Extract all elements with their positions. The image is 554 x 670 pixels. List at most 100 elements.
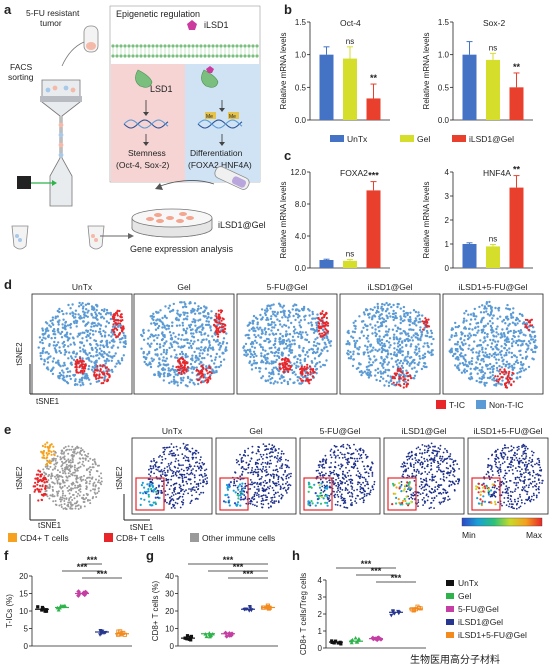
cell-point (449, 351, 452, 354)
cell-point (41, 444, 45, 448)
cell-point (363, 313, 366, 316)
cell-point (348, 478, 351, 481)
cell-point (179, 495, 182, 498)
cell-point (505, 371, 508, 374)
cell-point (363, 370, 367, 373)
cell-point (184, 356, 187, 359)
cell-point (495, 353, 498, 357)
cell-point (339, 451, 342, 454)
cell-point (365, 480, 367, 482)
cell-point (111, 346, 114, 349)
cell-point (191, 354, 194, 357)
cell-point (270, 500, 272, 503)
cell-point (163, 371, 166, 375)
cell-point (289, 484, 292, 487)
cell-point (160, 469, 163, 471)
cell-point (79, 488, 82, 491)
cell-point (77, 508, 80, 510)
cell-point (497, 370, 501, 373)
cell-point (524, 356, 528, 359)
cell-point (356, 460, 359, 463)
cell-point (251, 469, 253, 472)
cell-point (70, 487, 73, 490)
cell-point (74, 360, 77, 363)
cell-point (171, 365, 175, 368)
cell-point (374, 348, 377, 351)
cell-point (187, 457, 190, 459)
cell-point (279, 467, 281, 469)
cell-point (343, 453, 346, 456)
cell-point (394, 360, 398, 363)
cell-point (155, 310, 158, 314)
cell-point (47, 452, 51, 455)
stemness-label: Stemness (128, 148, 166, 158)
cell-point (359, 363, 362, 366)
cell-point (532, 358, 535, 361)
cell-point (337, 475, 339, 478)
cell-point (385, 301, 388, 305)
gel-tube-icon (214, 166, 250, 190)
cell-point (357, 348, 360, 351)
cell-point (406, 382, 409, 385)
cell-point (197, 451, 200, 454)
cell-point (39, 475, 43, 478)
cell-point (172, 369, 176, 372)
cell-point (503, 368, 506, 371)
cell-point (204, 323, 208, 327)
cell-point (191, 458, 194, 460)
cell-point (430, 353, 433, 357)
cell-point (39, 352, 42, 355)
cell-point (301, 372, 304, 375)
cell-point (483, 337, 486, 340)
cell-point (81, 359, 84, 362)
cell-point (88, 476, 91, 479)
cell-point (462, 319, 466, 323)
cell-point (63, 447, 65, 450)
cell-point (172, 503, 174, 506)
tumor-tube-icon (83, 25, 99, 53)
cell-point (102, 310, 106, 313)
cell-point (228, 504, 231, 507)
cell-point (45, 451, 48, 455)
cell-point (418, 361, 421, 364)
cell-point (148, 344, 151, 347)
cell-point (218, 321, 221, 324)
cell-point (107, 334, 111, 337)
chart-title: Oct-4 (340, 18, 361, 28)
cell-point (393, 347, 396, 350)
cell-point (219, 346, 222, 349)
cell-point (179, 447, 182, 449)
cell-point (401, 319, 405, 323)
tsne-e-gel: Gel (215, 426, 297, 515)
cell-point (363, 499, 365, 502)
cell-point (197, 305, 200, 308)
cell-point (206, 482, 209, 485)
cell-point (359, 477, 361, 480)
cell-point (513, 363, 516, 366)
cell-point (76, 451, 79, 454)
cell-point (475, 379, 478, 383)
cell-point (339, 467, 341, 470)
cell-point (91, 459, 94, 461)
cell-point (156, 311, 160, 314)
cell-point (287, 338, 290, 341)
cell-point (179, 506, 182, 509)
cell-point (464, 327, 468, 330)
cell-point (263, 309, 267, 312)
cell-point (218, 326, 221, 329)
cell-point (379, 343, 382, 346)
cell-point (81, 367, 84, 370)
cell-point (477, 329, 480, 332)
cell-point (42, 449, 46, 453)
cell-point (248, 463, 250, 466)
cell-point (336, 504, 339, 506)
cell-point (481, 304, 484, 307)
cell-point (236, 480, 238, 483)
cell-point (143, 486, 146, 489)
cell-point (358, 337, 361, 340)
cell-point (349, 357, 352, 360)
cell-point (65, 463, 68, 466)
cell-point (224, 327, 227, 330)
cell-point (523, 339, 526, 343)
